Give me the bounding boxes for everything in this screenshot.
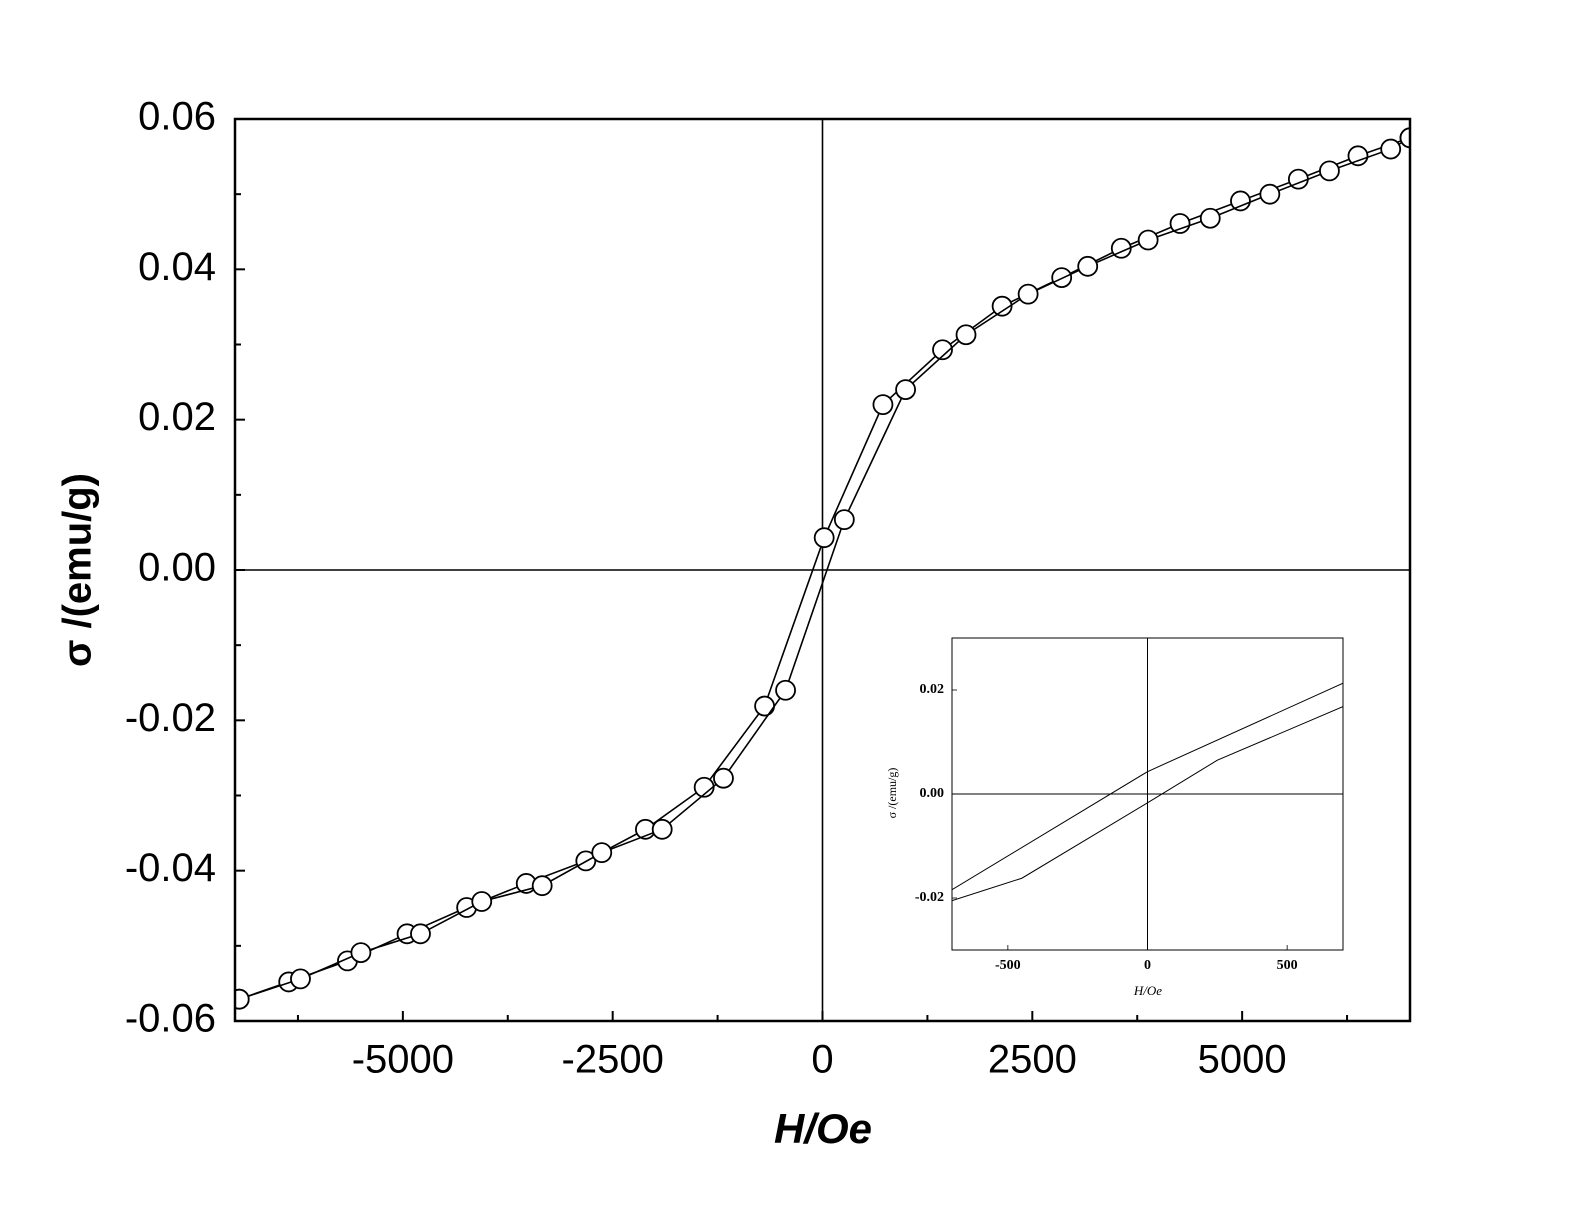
y-axis-label: σ /(emu/g) (885, 768, 899, 819)
data-point (471, 891, 493, 912)
plot-main: -0.06-0.04-0.020.000.020.040.06-5000 -250… (56, 95, 1412, 1152)
data-point (1230, 190, 1251, 212)
data-point (290, 968, 311, 990)
data-point (713, 767, 734, 789)
data-point (775, 679, 796, 701)
y-tick-label: 0.02 (138, 395, 216, 439)
y-tick-label: 0.04 (138, 245, 216, 289)
data-point (1169, 213, 1191, 234)
data-point (1347, 145, 1369, 167)
data-point (932, 339, 953, 361)
y-tick-label: 0.00 (138, 546, 216, 590)
data-point (651, 818, 673, 840)
x-tick-label: 2500 (988, 1038, 1077, 1082)
y-tick-label: 0.00 (920, 786, 945, 801)
data-point (955, 324, 977, 346)
y-tick-label: -0.06 (125, 997, 216, 1041)
data-point (1137, 229, 1159, 251)
plot-inset: -0.02 0.00 0.02 -500 0 500 H/Oe σ /(emu/g) (885, 637, 1344, 998)
data-point (410, 923, 431, 945)
data-point (1399, 127, 1410, 149)
data-point (991, 295, 1013, 317)
y-tick-label: -0.02 (125, 696, 216, 740)
data-point (531, 875, 553, 897)
data-point (1077, 255, 1099, 277)
data-point (591, 842, 613, 864)
x-tick-label: -500 (995, 958, 1021, 973)
x-tick-label: 500 (1277, 958, 1298, 973)
x-axis-label: H/Oe (774, 1105, 872, 1152)
data-layer (952, 682, 1343, 902)
x-tick-label: 5000 (1198, 1038, 1287, 1082)
y-tick-label: 0.02 (920, 682, 945, 697)
data-point (754, 695, 775, 717)
data-point (1199, 207, 1221, 229)
data-line (952, 706, 1343, 902)
data-point (833, 509, 855, 531)
data-point (350, 942, 372, 963)
y-axis-label: σ /(emu/g) (56, 473, 100, 667)
data-point (895, 379, 916, 401)
x-tick-label: 0 (1144, 958, 1151, 973)
data-point (1259, 183, 1281, 205)
x-tick-label: -5000 (352, 1038, 454, 1082)
data-point (235, 988, 250, 1010)
y-tick-label: -0.02 (915, 890, 944, 905)
data-point (1319, 160, 1340, 182)
data-point (1380, 138, 1402, 160)
data-layer (235, 127, 1410, 1010)
x-tick-label: -2500 (562, 1038, 664, 1082)
data-point (872, 394, 894, 416)
data-point (813, 527, 835, 549)
x-axis-label: H/Oe (1133, 983, 1162, 998)
y-tick-label: 0.06 (138, 95, 216, 139)
data-line (952, 682, 1343, 891)
data-point (1017, 283, 1039, 305)
x-tick-label: 0 (811, 1038, 833, 1082)
y-tick-label: -0.04 (125, 846, 216, 890)
